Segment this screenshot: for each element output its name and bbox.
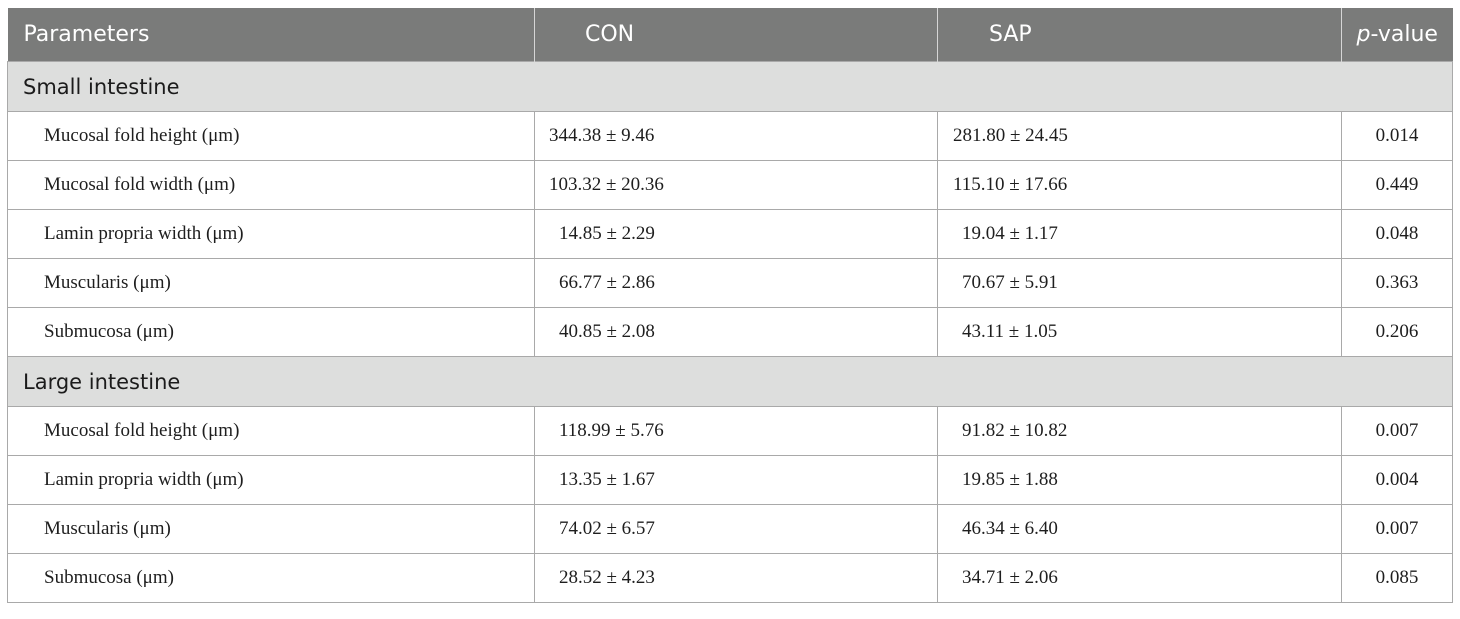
cell-con: 14.85 ± 2.29 [534, 209, 938, 259]
header-p-italic: p [1356, 22, 1371, 47]
cell-p-value: 0.004 [1341, 455, 1453, 505]
cell-p-value: 0.363 [1341, 258, 1453, 308]
table-row: Submucosa (μm) 28.52 ± 4.23 34.71 ± 2.06… [7, 553, 1453, 603]
table-row: Mucosal fold height (μm) 344.38 ± 9.46 2… [7, 111, 1453, 161]
cell-parameter: Muscularis (μm) [7, 504, 535, 554]
table-row: Muscularis (μm) 66.77 ± 2.86 70.67 ± 5.9… [7, 258, 1453, 308]
cell-p-value: 0.206 [1341, 307, 1453, 357]
section-row-small-intestine: Small intestine [7, 61, 1453, 112]
section-row-large-intestine: Large intestine [7, 356, 1453, 407]
cell-sap: 43.11 ± 1.05 [937, 307, 1342, 357]
header-con: CON [534, 8, 938, 62]
cell-parameter: Muscularis (μm) [7, 258, 535, 308]
cell-con: 74.02 ± 6.57 [534, 504, 938, 554]
cell-con: 344.38 ± 9.46 [534, 111, 938, 161]
cell-parameter: Mucosal fold height (μm) [7, 111, 535, 161]
table-row: Mucosal fold height (μm) 118.99 ± 5.76 9… [7, 406, 1453, 456]
table-row: Lamin propria width (μm) 13.35 ± 1.67 19… [7, 455, 1453, 505]
header-row: Parameters CON SAP p-value [7, 8, 1453, 62]
table-body: Small intestine Mucosal fold height (μm)… [7, 61, 1453, 603]
cell-con: 28.52 ± 4.23 [534, 553, 938, 603]
cell-sap: 34.71 ± 2.06 [937, 553, 1342, 603]
table-row: Mucosal fold width (μm) 103.32 ± 20.36 1… [7, 160, 1453, 210]
cell-p-value: 0.085 [1341, 553, 1453, 603]
cell-p-value: 0.007 [1341, 504, 1453, 554]
table-row: Submucosa (μm) 40.85 ± 2.08 43.11 ± 1.05… [7, 307, 1453, 357]
cell-parameter: Lamin propria width (μm) [7, 455, 535, 505]
table-header: Parameters CON SAP p-value [7, 8, 1453, 62]
header-p-value: p-value [1341, 8, 1453, 62]
cell-parameter: Mucosal fold height (μm) [7, 406, 535, 456]
cell-parameter: Mucosal fold width (μm) [7, 160, 535, 210]
cell-sap: 115.10 ± 17.66 [937, 160, 1342, 210]
cell-p-value: 0.449 [1341, 160, 1453, 210]
cell-sap: 281.80 ± 24.45 [937, 111, 1342, 161]
table-row: Lamin propria width (μm) 14.85 ± 2.29 19… [7, 209, 1453, 259]
cell-parameter: Lamin propria width (μm) [7, 209, 535, 259]
cell-sap: 46.34 ± 6.40 [937, 504, 1342, 554]
cell-sap: 70.67 ± 5.91 [937, 258, 1342, 308]
cell-sap: 19.04 ± 1.17 [937, 209, 1342, 259]
cell-p-value: 0.014 [1341, 111, 1453, 161]
section-title: Small intestine [7, 61, 1453, 112]
cell-p-value: 0.048 [1341, 209, 1453, 259]
cell-sap: 19.85 ± 1.88 [937, 455, 1342, 505]
cell-parameter: Submucosa (μm) [7, 307, 535, 357]
cell-con: 66.77 ± 2.86 [534, 258, 938, 308]
cell-con: 13.35 ± 1.67 [534, 455, 938, 505]
cell-sap: 91.82 ± 10.82 [937, 406, 1342, 456]
section-title: Large intestine [7, 356, 1453, 407]
data-table: Parameters CON SAP p-value Small intesti… [7, 8, 1453, 603]
header-p-rest: -value [1370, 22, 1438, 47]
header-parameters: Parameters [7, 8, 535, 62]
cell-p-value: 0.007 [1341, 406, 1453, 456]
table-row: Muscularis (μm) 74.02 ± 6.57 46.34 ± 6.4… [7, 504, 1453, 554]
header-sap: SAP [937, 8, 1342, 62]
cell-con: 40.85 ± 2.08 [534, 307, 938, 357]
cell-con: 118.99 ± 5.76 [534, 406, 938, 456]
cell-con: 103.32 ± 20.36 [534, 160, 938, 210]
cell-parameter: Submucosa (μm) [7, 553, 535, 603]
